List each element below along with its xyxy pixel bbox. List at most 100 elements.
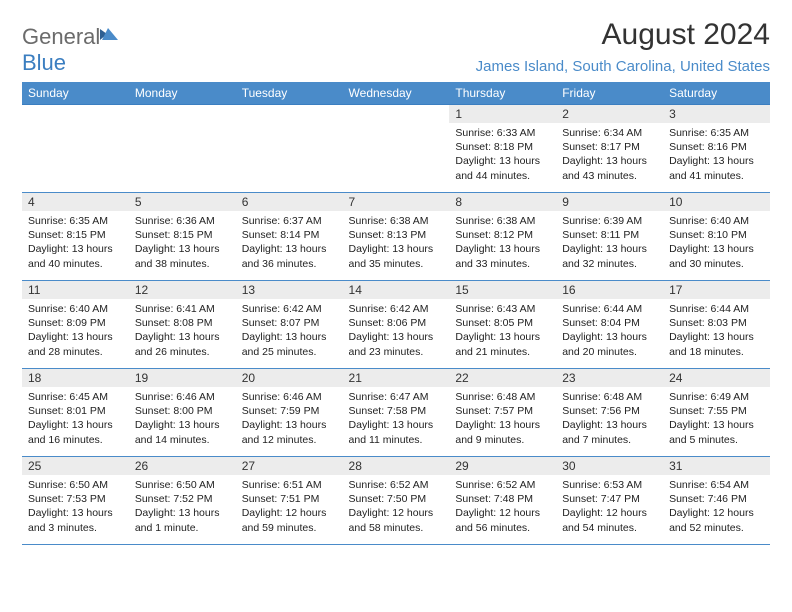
daylight-text-1: Daylight: 13 hours — [455, 242, 550, 256]
daylight-text-2: and 41 minutes. — [669, 169, 764, 183]
sunrise-text: Sunrise: 6:36 AM — [135, 214, 230, 228]
sunrise-text: Sunrise: 6:53 AM — [562, 478, 657, 492]
sunrise-text: Sunrise: 6:50 AM — [28, 478, 123, 492]
calendar-day-cell: 11Sunrise: 6:40 AMSunset: 8:09 PMDayligh… — [22, 281, 129, 369]
daylight-text-2: and 38 minutes. — [135, 257, 230, 271]
calendar-day-cell: 31Sunrise: 6:54 AMSunset: 7:46 PMDayligh… — [663, 457, 770, 545]
sunset-text: Sunset: 8:17 PM — [562, 140, 657, 154]
sunrise-text: Sunrise: 6:49 AM — [669, 390, 764, 404]
sunrise-text: Sunrise: 6:46 AM — [242, 390, 337, 404]
day-number: 27 — [236, 457, 343, 475]
day-number: 31 — [663, 457, 770, 475]
calendar-day-cell: 26Sunrise: 6:50 AMSunset: 7:52 PMDayligh… — [129, 457, 236, 545]
day-header: Friday — [556, 82, 663, 105]
day-content: Sunrise: 6:54 AMSunset: 7:46 PMDaylight:… — [663, 475, 770, 539]
header: GeneralBlue August 2024 James Island, So… — [22, 18, 770, 76]
sunrise-text: Sunrise: 6:44 AM — [562, 302, 657, 316]
sunset-text: Sunset: 8:04 PM — [562, 316, 657, 330]
calendar-day-cell: 6Sunrise: 6:37 AMSunset: 8:14 PMDaylight… — [236, 193, 343, 281]
daylight-text-1: Daylight: 13 hours — [242, 418, 337, 432]
day-content: Sunrise: 6:42 AMSunset: 8:07 PMDaylight:… — [236, 299, 343, 363]
daylight-text-1: Daylight: 13 hours — [562, 154, 657, 168]
daylight-text-1: Daylight: 13 hours — [562, 418, 657, 432]
day-content: Sunrise: 6:40 AMSunset: 8:10 PMDaylight:… — [663, 211, 770, 275]
sunset-text: Sunset: 8:12 PM — [455, 228, 550, 242]
sunrise-text: Sunrise: 6:43 AM — [455, 302, 550, 316]
calendar-day-cell: 5Sunrise: 6:36 AMSunset: 8:15 PMDaylight… — [129, 193, 236, 281]
sunrise-text: Sunrise: 6:35 AM — [28, 214, 123, 228]
daylight-text-1: Daylight: 12 hours — [242, 506, 337, 520]
day-content: Sunrise: 6:50 AMSunset: 7:52 PMDaylight:… — [129, 475, 236, 539]
sunset-text: Sunset: 8:16 PM — [669, 140, 764, 154]
daylight-text-2: and 35 minutes. — [349, 257, 444, 271]
day-content: Sunrise: 6:37 AMSunset: 8:14 PMDaylight:… — [236, 211, 343, 275]
daylight-text-2: and 3 minutes. — [28, 521, 123, 535]
day-number: 10 — [663, 193, 770, 211]
sunset-text: Sunset: 8:08 PM — [135, 316, 230, 330]
sunset-text: Sunset: 8:13 PM — [349, 228, 444, 242]
sunrise-text: Sunrise: 6:38 AM — [349, 214, 444, 228]
day-content: Sunrise: 6:47 AMSunset: 7:58 PMDaylight:… — [343, 387, 450, 451]
brand-part1: General — [22, 24, 100, 49]
day-number: 6 — [236, 193, 343, 211]
daylight-text-2: and 54 minutes. — [562, 521, 657, 535]
sunrise-text: Sunrise: 6:42 AM — [242, 302, 337, 316]
sunset-text: Sunset: 7:50 PM — [349, 492, 444, 506]
daylight-text-2: and 18 minutes. — [669, 345, 764, 359]
calendar-week-row: ........1Sunrise: 6:33 AMSunset: 8:18 PM… — [22, 105, 770, 193]
day-number: 2 — [556, 105, 663, 123]
daylight-text-1: Daylight: 13 hours — [242, 242, 337, 256]
daylight-text-1: Daylight: 13 hours — [242, 330, 337, 344]
day-number: 22 — [449, 369, 556, 387]
daylight-text-2: and 21 minutes. — [455, 345, 550, 359]
location-text: James Island, South Carolina, United Sta… — [476, 58, 770, 75]
calendar-week-row: 18Sunrise: 6:45 AMSunset: 8:01 PMDayligh… — [22, 369, 770, 457]
day-content: Sunrise: 6:49 AMSunset: 7:55 PMDaylight:… — [663, 387, 770, 451]
sunrise-text: Sunrise: 6:51 AM — [242, 478, 337, 492]
calendar-body: ........1Sunrise: 6:33 AMSunset: 8:18 PM… — [22, 105, 770, 545]
daylight-text-2: and 12 minutes. — [242, 433, 337, 447]
day-number: 18 — [22, 369, 129, 387]
day-content: Sunrise: 6:40 AMSunset: 8:09 PMDaylight:… — [22, 299, 129, 363]
day-number: 12 — [129, 281, 236, 299]
daylight-text-1: Daylight: 13 hours — [669, 330, 764, 344]
day-number: 17 — [663, 281, 770, 299]
calendar-week-row: 4Sunrise: 6:35 AMSunset: 8:15 PMDaylight… — [22, 193, 770, 281]
day-content: Sunrise: 6:44 AMSunset: 8:03 PMDaylight:… — [663, 299, 770, 363]
day-content: Sunrise: 6:36 AMSunset: 8:15 PMDaylight:… — [129, 211, 236, 275]
sunrise-text: Sunrise: 6:37 AM — [242, 214, 337, 228]
daylight-text-2: and 14 minutes. — [135, 433, 230, 447]
day-number: 9 — [556, 193, 663, 211]
daylight-text-2: and 52 minutes. — [669, 521, 764, 535]
daylight-text-2: and 9 minutes. — [455, 433, 550, 447]
calendar-day-cell: 14Sunrise: 6:42 AMSunset: 8:06 PMDayligh… — [343, 281, 450, 369]
sunrise-text: Sunrise: 6:52 AM — [349, 478, 444, 492]
brand-logo: GeneralBlue — [22, 18, 120, 76]
sunrise-text: Sunrise: 6:46 AM — [135, 390, 230, 404]
day-content: Sunrise: 6:52 AMSunset: 7:48 PMDaylight:… — [449, 475, 556, 539]
day-content: Sunrise: 6:42 AMSunset: 8:06 PMDaylight:… — [343, 299, 450, 363]
day-content: Sunrise: 6:35 AMSunset: 8:15 PMDaylight:… — [22, 211, 129, 275]
day-number: 24 — [663, 369, 770, 387]
calendar-header-row: SundayMondayTuesdayWednesdayThursdayFrid… — [22, 82, 770, 105]
calendar-week-row: 11Sunrise: 6:40 AMSunset: 8:09 PMDayligh… — [22, 281, 770, 369]
sunset-text: Sunset: 8:01 PM — [28, 404, 123, 418]
daylight-text-2: and 5 minutes. — [669, 433, 764, 447]
day-content: Sunrise: 6:46 AMSunset: 8:00 PMDaylight:… — [129, 387, 236, 451]
daylight-text-2: and 56 minutes. — [455, 521, 550, 535]
sunrise-text: Sunrise: 6:40 AM — [28, 302, 123, 316]
sunrise-text: Sunrise: 6:52 AM — [455, 478, 550, 492]
sunset-text: Sunset: 7:53 PM — [28, 492, 123, 506]
day-number: 25 — [22, 457, 129, 475]
day-number: 28 — [343, 457, 450, 475]
sunset-text: Sunset: 8:10 PM — [669, 228, 764, 242]
daylight-text-1: Daylight: 13 hours — [669, 154, 764, 168]
calendar-day-cell: 24Sunrise: 6:49 AMSunset: 7:55 PMDayligh… — [663, 369, 770, 457]
day-header: Sunday — [22, 82, 129, 105]
day-content: Sunrise: 6:48 AMSunset: 7:56 PMDaylight:… — [556, 387, 663, 451]
sunrise-text: Sunrise: 6:39 AM — [562, 214, 657, 228]
sunset-text: Sunset: 8:05 PM — [455, 316, 550, 330]
sunrise-text: Sunrise: 6:35 AM — [669, 126, 764, 140]
day-content: Sunrise: 6:46 AMSunset: 7:59 PMDaylight:… — [236, 387, 343, 451]
sunset-text: Sunset: 7:59 PM — [242, 404, 337, 418]
